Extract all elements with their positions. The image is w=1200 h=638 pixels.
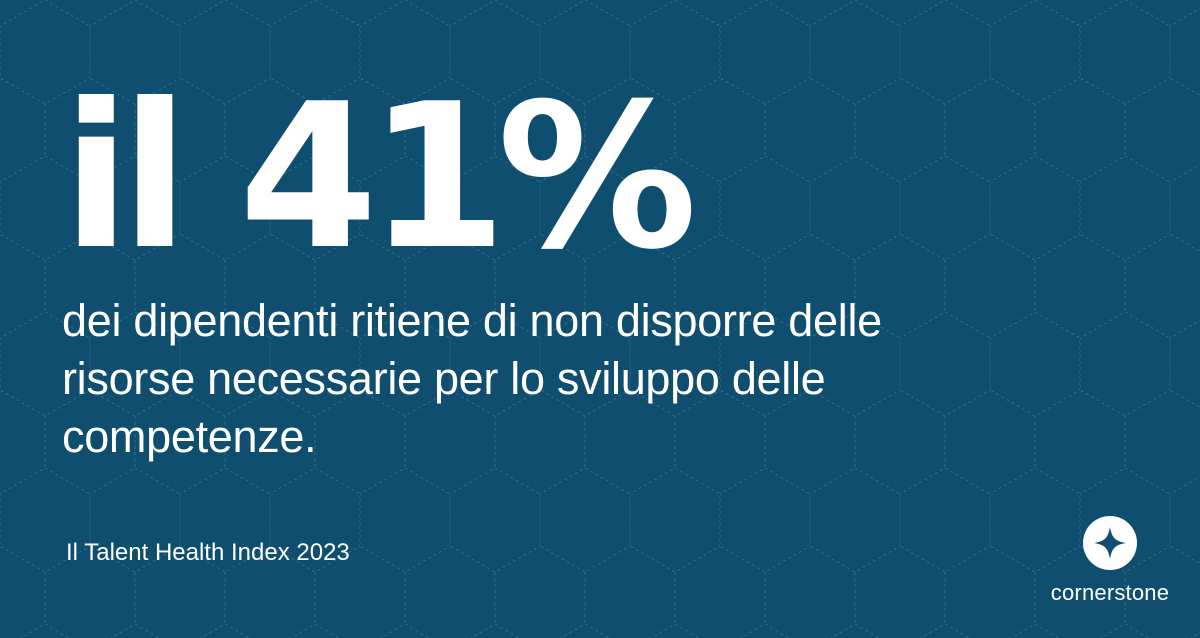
headline-percentage: il 41%: [62, 61, 697, 294]
cornerstone-logo-icon: [1083, 516, 1137, 570]
source-label: Il Talent Health Index 2023: [66, 539, 350, 566]
brand-name: cornerstone: [1050, 580, 1170, 605]
statement-text: dei dipendenti ritiene di non disporre d…: [62, 295, 882, 462]
brand-logo: cornerstone: [1040, 516, 1180, 606]
